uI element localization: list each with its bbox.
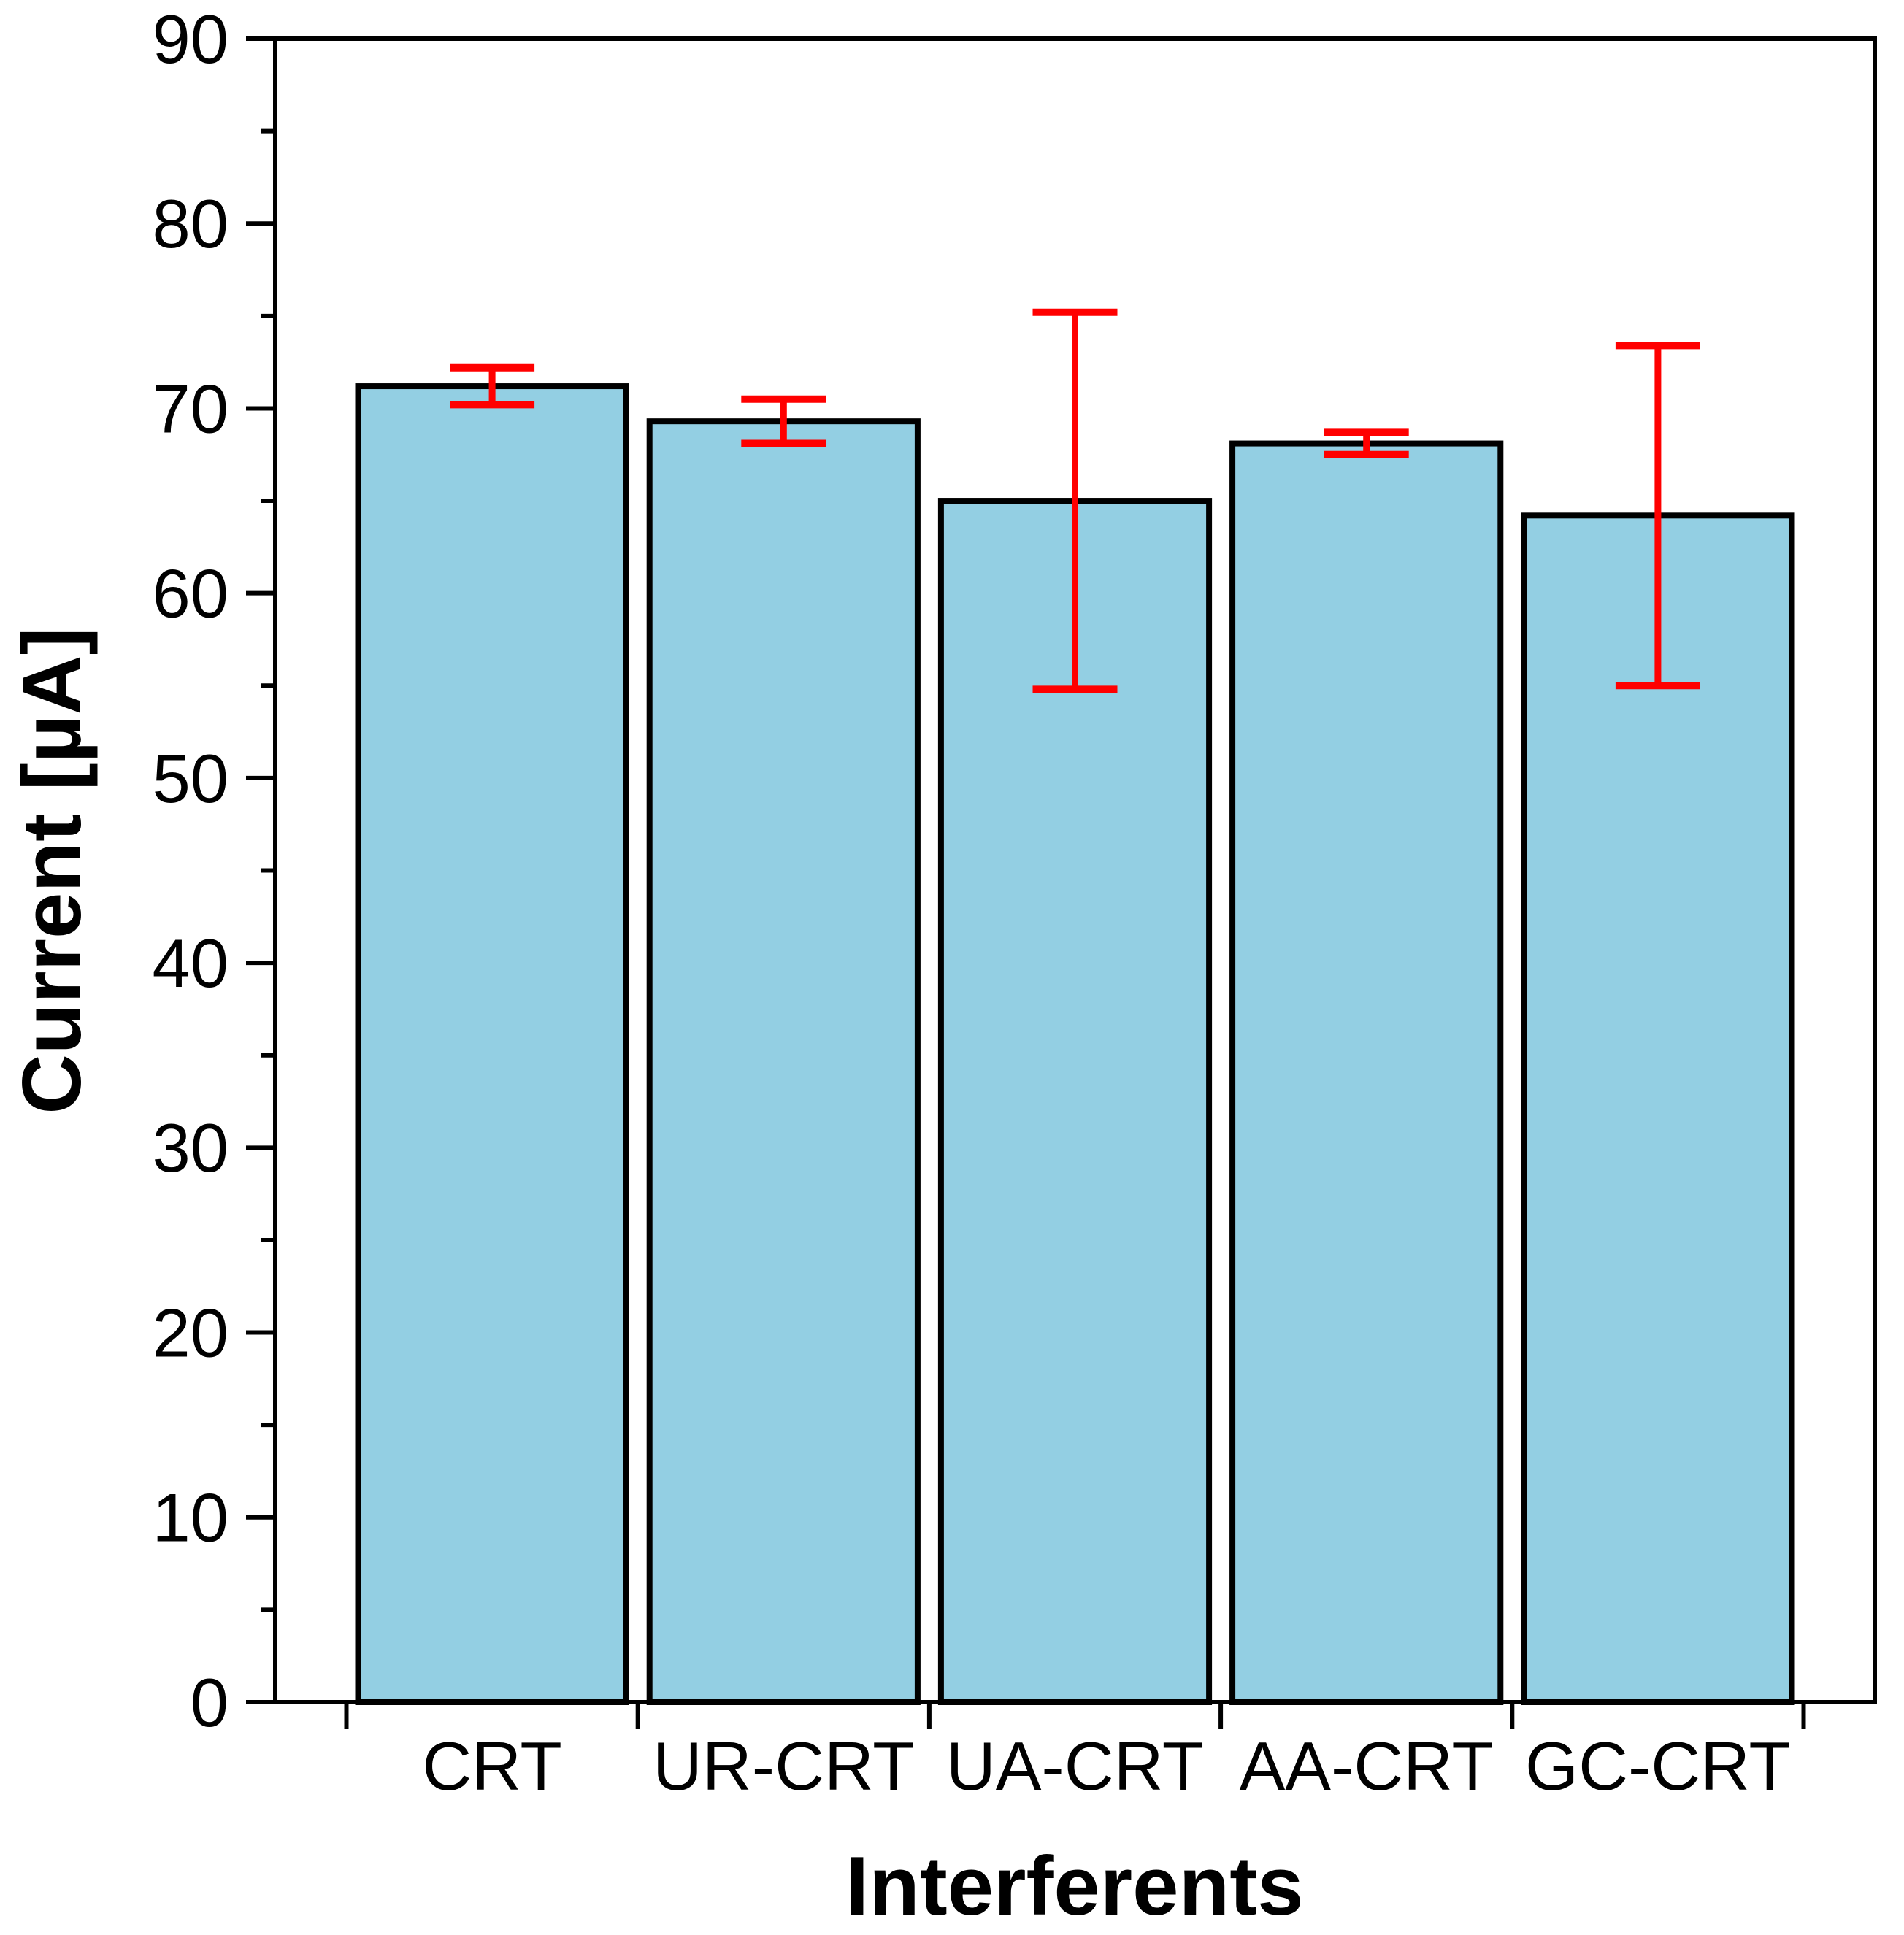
y-tick-label: 60 (152, 555, 229, 632)
bar-CRT (355, 383, 629, 1706)
x-tick-label-CRT: CRT (422, 1728, 562, 1804)
x-tick-label-UA-CRT: UA-CRT (946, 1728, 1204, 1804)
bar-GC-CRT (1521, 512, 1795, 1705)
bar-AA-CRT (1229, 440, 1504, 1705)
y-tick-label: 0 (191, 1664, 229, 1741)
y-tick-label: 20 (152, 1294, 229, 1371)
bar-UR-CRT (646, 418, 921, 1705)
y-tick-label: 70 (152, 370, 229, 447)
x-tick-label-AA-CRT: AA-CRT (1240, 1728, 1494, 1804)
y-tick-label: 50 (152, 740, 229, 817)
x-tick-label-UR-CRT: UR-CRT (653, 1728, 915, 1804)
x-axis-title: Interferents (845, 1840, 1303, 1933)
y-tick-label: 80 (152, 185, 229, 262)
x-tick-label-GC-CRT: GC-CRT (1525, 1728, 1791, 1804)
y-tick-label: 40 (152, 925, 229, 1001)
y-tick-label: 90 (152, 1, 229, 77)
y-tick-label: 30 (152, 1109, 229, 1186)
plot-box (273, 36, 1877, 1704)
y-axis-title: Current [µA] (6, 627, 99, 1114)
y-tick-label: 10 (152, 1480, 229, 1556)
plot-layer: 0 10 20 30 40 50 60 70 80 90 CRT UR-CRT UA-CRT AA-CRT… (152, 1, 1877, 1804)
